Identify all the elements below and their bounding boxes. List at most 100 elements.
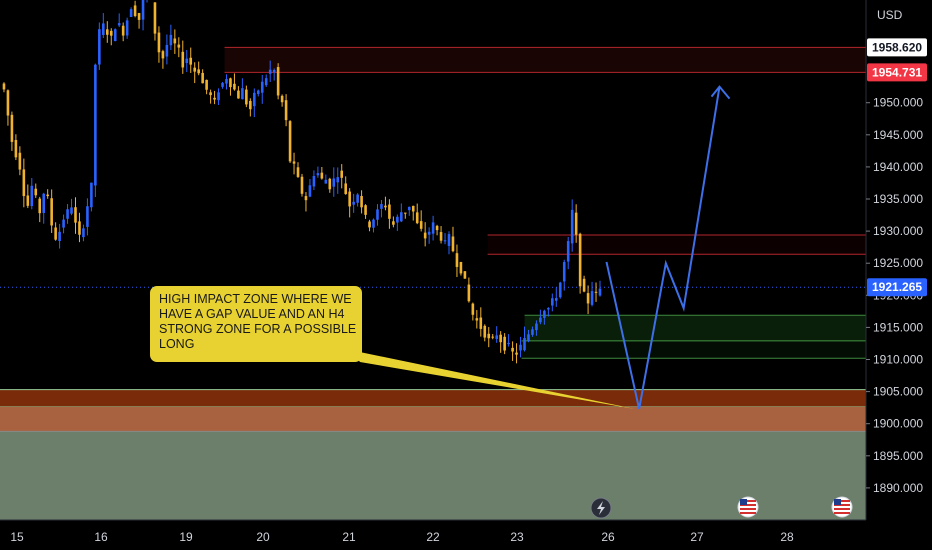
candle-body (447, 234, 451, 246)
event-icons (590, 496, 853, 519)
price-tag-2 (867, 63, 927, 82)
candle-body (272, 69, 276, 73)
candle-body (423, 232, 427, 239)
candle-body (109, 30, 113, 36)
x-tick-label: 20 (256, 530, 270, 544)
candle-body (169, 34, 173, 46)
candle-body (479, 317, 483, 329)
candle-body (582, 278, 586, 292)
candle-body (328, 178, 332, 190)
candle-body (368, 221, 371, 228)
candle-body (288, 121, 292, 162)
candle-body (491, 336, 495, 338)
candle-body (280, 95, 284, 103)
candle-body (356, 194, 359, 203)
candle-body (141, 0, 145, 20)
candle-body (177, 44, 181, 48)
candle-body (284, 100, 288, 121)
currency-label: USD (877, 8, 903, 22)
lower-zone (0, 431, 866, 520)
candle-body (26, 195, 30, 206)
mid-supply-zone (487, 234, 866, 255)
candle-body (364, 205, 367, 215)
candle-body (46, 194, 49, 197)
x-axis[interactable]: 15 16 19 20 21 22 23 26 27 28 (0, 519, 932, 550)
candle-body (125, 20, 129, 36)
candle-body (197, 69, 200, 74)
candle-body (487, 333, 491, 339)
x-tick-label: 28 (780, 530, 794, 544)
candle-body (590, 291, 594, 305)
candle-body (419, 221, 423, 229)
candle-body (396, 216, 399, 223)
zones-layer (0, 46, 866, 521)
candle-body (499, 334, 502, 343)
x-tick-label: 22 (426, 530, 440, 544)
candle-body (10, 114, 14, 142)
y-tick-label: 1905.000 (873, 385, 923, 399)
candle-body (209, 92, 212, 96)
y-tick-label: 1900.000 (873, 417, 923, 431)
candle-body (566, 241, 570, 262)
us-flag-event-icon-1[interactable] (737, 496, 759, 518)
candle-body (129, 9, 133, 18)
y-tick-label: 1890.000 (873, 481, 923, 495)
candle-body (161, 51, 165, 59)
y-tick-label: 1950.000 (873, 96, 923, 110)
candle-body (153, 2, 157, 34)
candle-body (372, 219, 375, 228)
candle-body (22, 169, 26, 197)
candle-body (411, 205, 415, 212)
projection-line (605, 86, 721, 410)
candle-body (201, 72, 204, 84)
candle-body (62, 219, 65, 228)
candle-body (181, 51, 185, 68)
candle-body (18, 152, 22, 170)
us-flag-event-icon-2[interactable] (831, 496, 853, 518)
candle-body (213, 97, 216, 100)
callout-box (150, 286, 362, 362)
candle-body (173, 38, 177, 44)
candle-body (86, 206, 89, 227)
flash-event-icon[interactable] (590, 497, 612, 519)
x-tick-label: 27 (690, 530, 704, 544)
candle-body (360, 196, 363, 208)
y-tick-label: 1930.000 (873, 224, 923, 238)
candle-body (66, 209, 69, 219)
candle-body (320, 172, 324, 179)
candle-body (443, 240, 447, 242)
candles (2, 0, 602, 364)
candle-body (42, 193, 46, 213)
candle-body (268, 69, 272, 74)
h4-zone (0, 407, 866, 432)
candle-body (30, 185, 34, 207)
candle-body (407, 206, 411, 211)
y-axis[interactable]: USD 1890.000 1895.000 1900.000 1905.000 1910.… (865, 0, 932, 550)
y-tick-label: 1915.000 (873, 320, 923, 334)
candle-body (352, 201, 355, 205)
candle-body (384, 205, 387, 208)
candle-body (578, 233, 582, 287)
candle-body (551, 298, 554, 306)
candle-body (189, 57, 193, 65)
candle-body (471, 303, 475, 315)
candle-body (90, 182, 93, 208)
candle-body (451, 236, 455, 252)
candle-body (74, 207, 77, 223)
projection-arrowhead (710, 85, 731, 100)
candle-body (435, 225, 439, 231)
candle-body (348, 191, 351, 207)
candle-body (598, 288, 602, 296)
candle-body (380, 204, 383, 209)
candle-body (515, 352, 518, 355)
candle-body (415, 212, 419, 224)
y-tick-label: 1925.000 (873, 256, 923, 270)
candle-body (121, 25, 125, 36)
candle-body (133, 5, 137, 17)
candle-body (344, 183, 347, 195)
candle-body (439, 232, 443, 241)
candle-body (535, 323, 538, 331)
y-tick-label: 1945.000 (873, 128, 923, 142)
